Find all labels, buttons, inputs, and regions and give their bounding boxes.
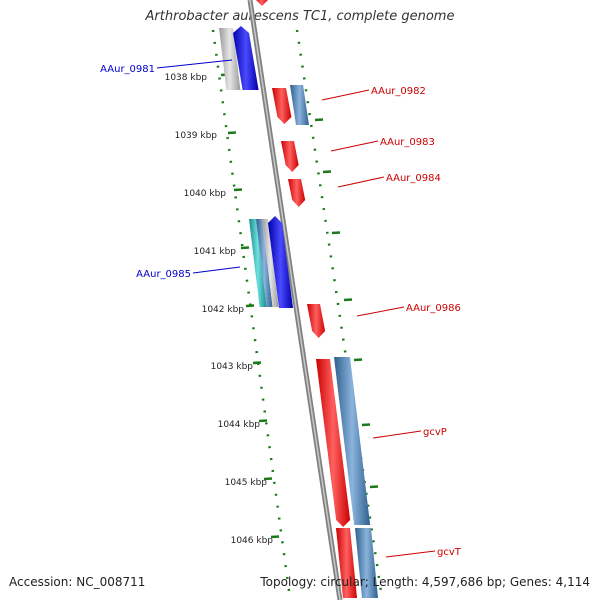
major-tick-6 xyxy=(258,419,268,423)
major-tick-4 xyxy=(245,304,255,308)
gene-features xyxy=(219,0,378,598)
major-tick-8 xyxy=(270,535,280,539)
leader-line-4 xyxy=(192,266,241,274)
gene-label: AAur_0982 xyxy=(371,86,426,97)
kbp-label: 1041 kbp xyxy=(194,247,237,257)
gene-label: AAur_0983 xyxy=(380,137,435,148)
gene-cyan-block xyxy=(249,219,267,307)
gene-gcvp-companion xyxy=(334,357,371,525)
gene-gray-block xyxy=(219,28,241,90)
kbp-label: 1045 kbp xyxy=(225,478,268,488)
kbp-label: 1040 kbp xyxy=(184,189,227,199)
gene-label: gcvT xyxy=(437,547,462,558)
gene-label: AAur_0981 xyxy=(100,64,155,75)
gene-aaur-0986 xyxy=(307,304,326,338)
leader-line-0 xyxy=(156,59,233,69)
gene-aaur-0982 xyxy=(272,88,292,124)
gene-aaur-0984 xyxy=(288,179,306,207)
gene-aaur-0985 xyxy=(268,216,294,308)
major-tick-right-1 xyxy=(322,170,332,174)
leader-line-5 xyxy=(356,306,405,317)
kbp-label: 1043 kbp xyxy=(211,362,254,372)
major-tick-right-0 xyxy=(314,118,324,122)
kbp-label: 1042 kbp xyxy=(202,305,245,315)
major-tick-3 xyxy=(240,246,250,250)
leader-line-1 xyxy=(321,89,370,101)
leader-line-6 xyxy=(372,430,422,439)
major-tick-right-5 xyxy=(361,423,371,427)
major-tick-5 xyxy=(252,361,262,365)
gene-labels: AAur_0981 AAur_0982 AAur_0983 AAur_0984 AAur… xyxy=(100,59,462,558)
genome-summary: Topology: circular; Length: 4,597,686 bp… xyxy=(260,575,590,589)
kbp-labels: 1038 kbp 1039 kbp 1040 kbp 1041 kbp 1042 kbp… xyxy=(165,73,274,546)
leader-line-2 xyxy=(330,140,379,152)
gene-aaur-0981 xyxy=(233,26,259,90)
backbone xyxy=(247,0,343,600)
gene-label: AAur_0984 xyxy=(386,173,441,184)
gene-gray-block-2 xyxy=(262,219,279,307)
backbone-highlight xyxy=(249,0,341,600)
gene-gcvt-companion xyxy=(355,528,378,598)
major-tick-right-2 xyxy=(331,231,341,235)
leader-line-3 xyxy=(337,176,385,188)
gene-label: gcvP xyxy=(423,427,447,438)
major-tick-right-6 xyxy=(369,485,379,489)
gene-aaur-0983 xyxy=(281,141,299,172)
major-tick-right-4 xyxy=(353,358,363,362)
tick-marks xyxy=(211,29,384,599)
major-tick-7 xyxy=(263,477,273,481)
major-tick-2 xyxy=(233,188,243,192)
kbp-label: 1046 kbp xyxy=(231,536,274,546)
gene-aaur-0982-companion xyxy=(290,85,309,125)
gene-gcvp xyxy=(316,359,351,527)
gene-gcvt xyxy=(336,528,357,598)
gene-label: AAur_0986 xyxy=(406,303,461,314)
major-tick-1 xyxy=(227,131,237,135)
map-title: Arthrobacter aurescens TC1, complete gen… xyxy=(145,9,455,24)
major-tick-right-3 xyxy=(343,298,353,302)
gene-steel-block xyxy=(256,219,273,307)
gene-top-partial xyxy=(256,0,268,6)
kbp-label: 1039 kbp xyxy=(175,131,218,141)
kbp-label: 1044 kbp xyxy=(218,420,261,430)
leader-line-7 xyxy=(385,550,436,558)
accession-text: Accession: NC_008711 xyxy=(9,575,146,589)
gene-label: AAur_0985 xyxy=(136,269,191,280)
kbp-label: 1038 kbp xyxy=(165,73,208,83)
